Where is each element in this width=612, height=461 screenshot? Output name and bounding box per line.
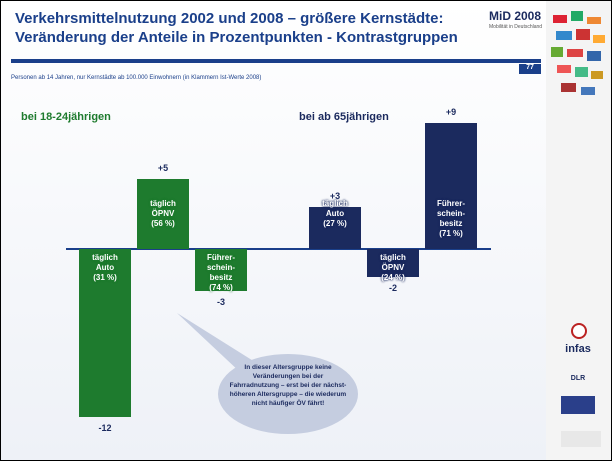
legend-entry: bei ab 65jährigen xyxy=(299,111,389,123)
brand: MiD 2008 xyxy=(489,9,541,23)
value-label: -12 xyxy=(79,423,131,433)
bar-label: Führer- schein- besitz (71 %) xyxy=(425,199,477,239)
value-label: +3 xyxy=(309,191,361,201)
slide: Verkehrsmittelnutzung 2002 und 2008 – gr… xyxy=(0,0,612,461)
bar-label: Führer- schein- besitz (74 %) xyxy=(195,253,247,293)
bar-label: täglich Auto (31 %) xyxy=(79,253,131,283)
legend-entry: bei 18-24jährigen xyxy=(21,111,111,123)
title: Verkehrsmittelnutzung 2002 und 2008 – gr… xyxy=(15,9,485,47)
note: Personen ab 14 Jahren, nur Kernstädte ab… xyxy=(11,75,261,81)
logo-icon xyxy=(572,324,586,338)
bar-label: täglich ÖPNV (24 %) xyxy=(367,253,419,283)
brand-subtitle: Mobilität in Deutschland xyxy=(489,24,542,30)
logo: infas xyxy=(553,343,603,355)
title-rule xyxy=(11,59,541,63)
annotation: In dieser Altersgruppe keine Veränderung… xyxy=(229,363,347,408)
logo: DLR xyxy=(553,375,603,382)
bar-label: täglich ÖPNV (56 %) xyxy=(137,199,189,229)
bar-label: täglich Auto (27 %) xyxy=(309,199,361,229)
value-label: -2 xyxy=(367,283,419,293)
value-label: +9 xyxy=(425,107,477,117)
value-label: -3 xyxy=(195,297,247,307)
logo-icon xyxy=(561,431,601,447)
page-number: 77 xyxy=(519,64,541,74)
value-label: +5 xyxy=(137,163,189,173)
logo-icon xyxy=(561,396,595,414)
